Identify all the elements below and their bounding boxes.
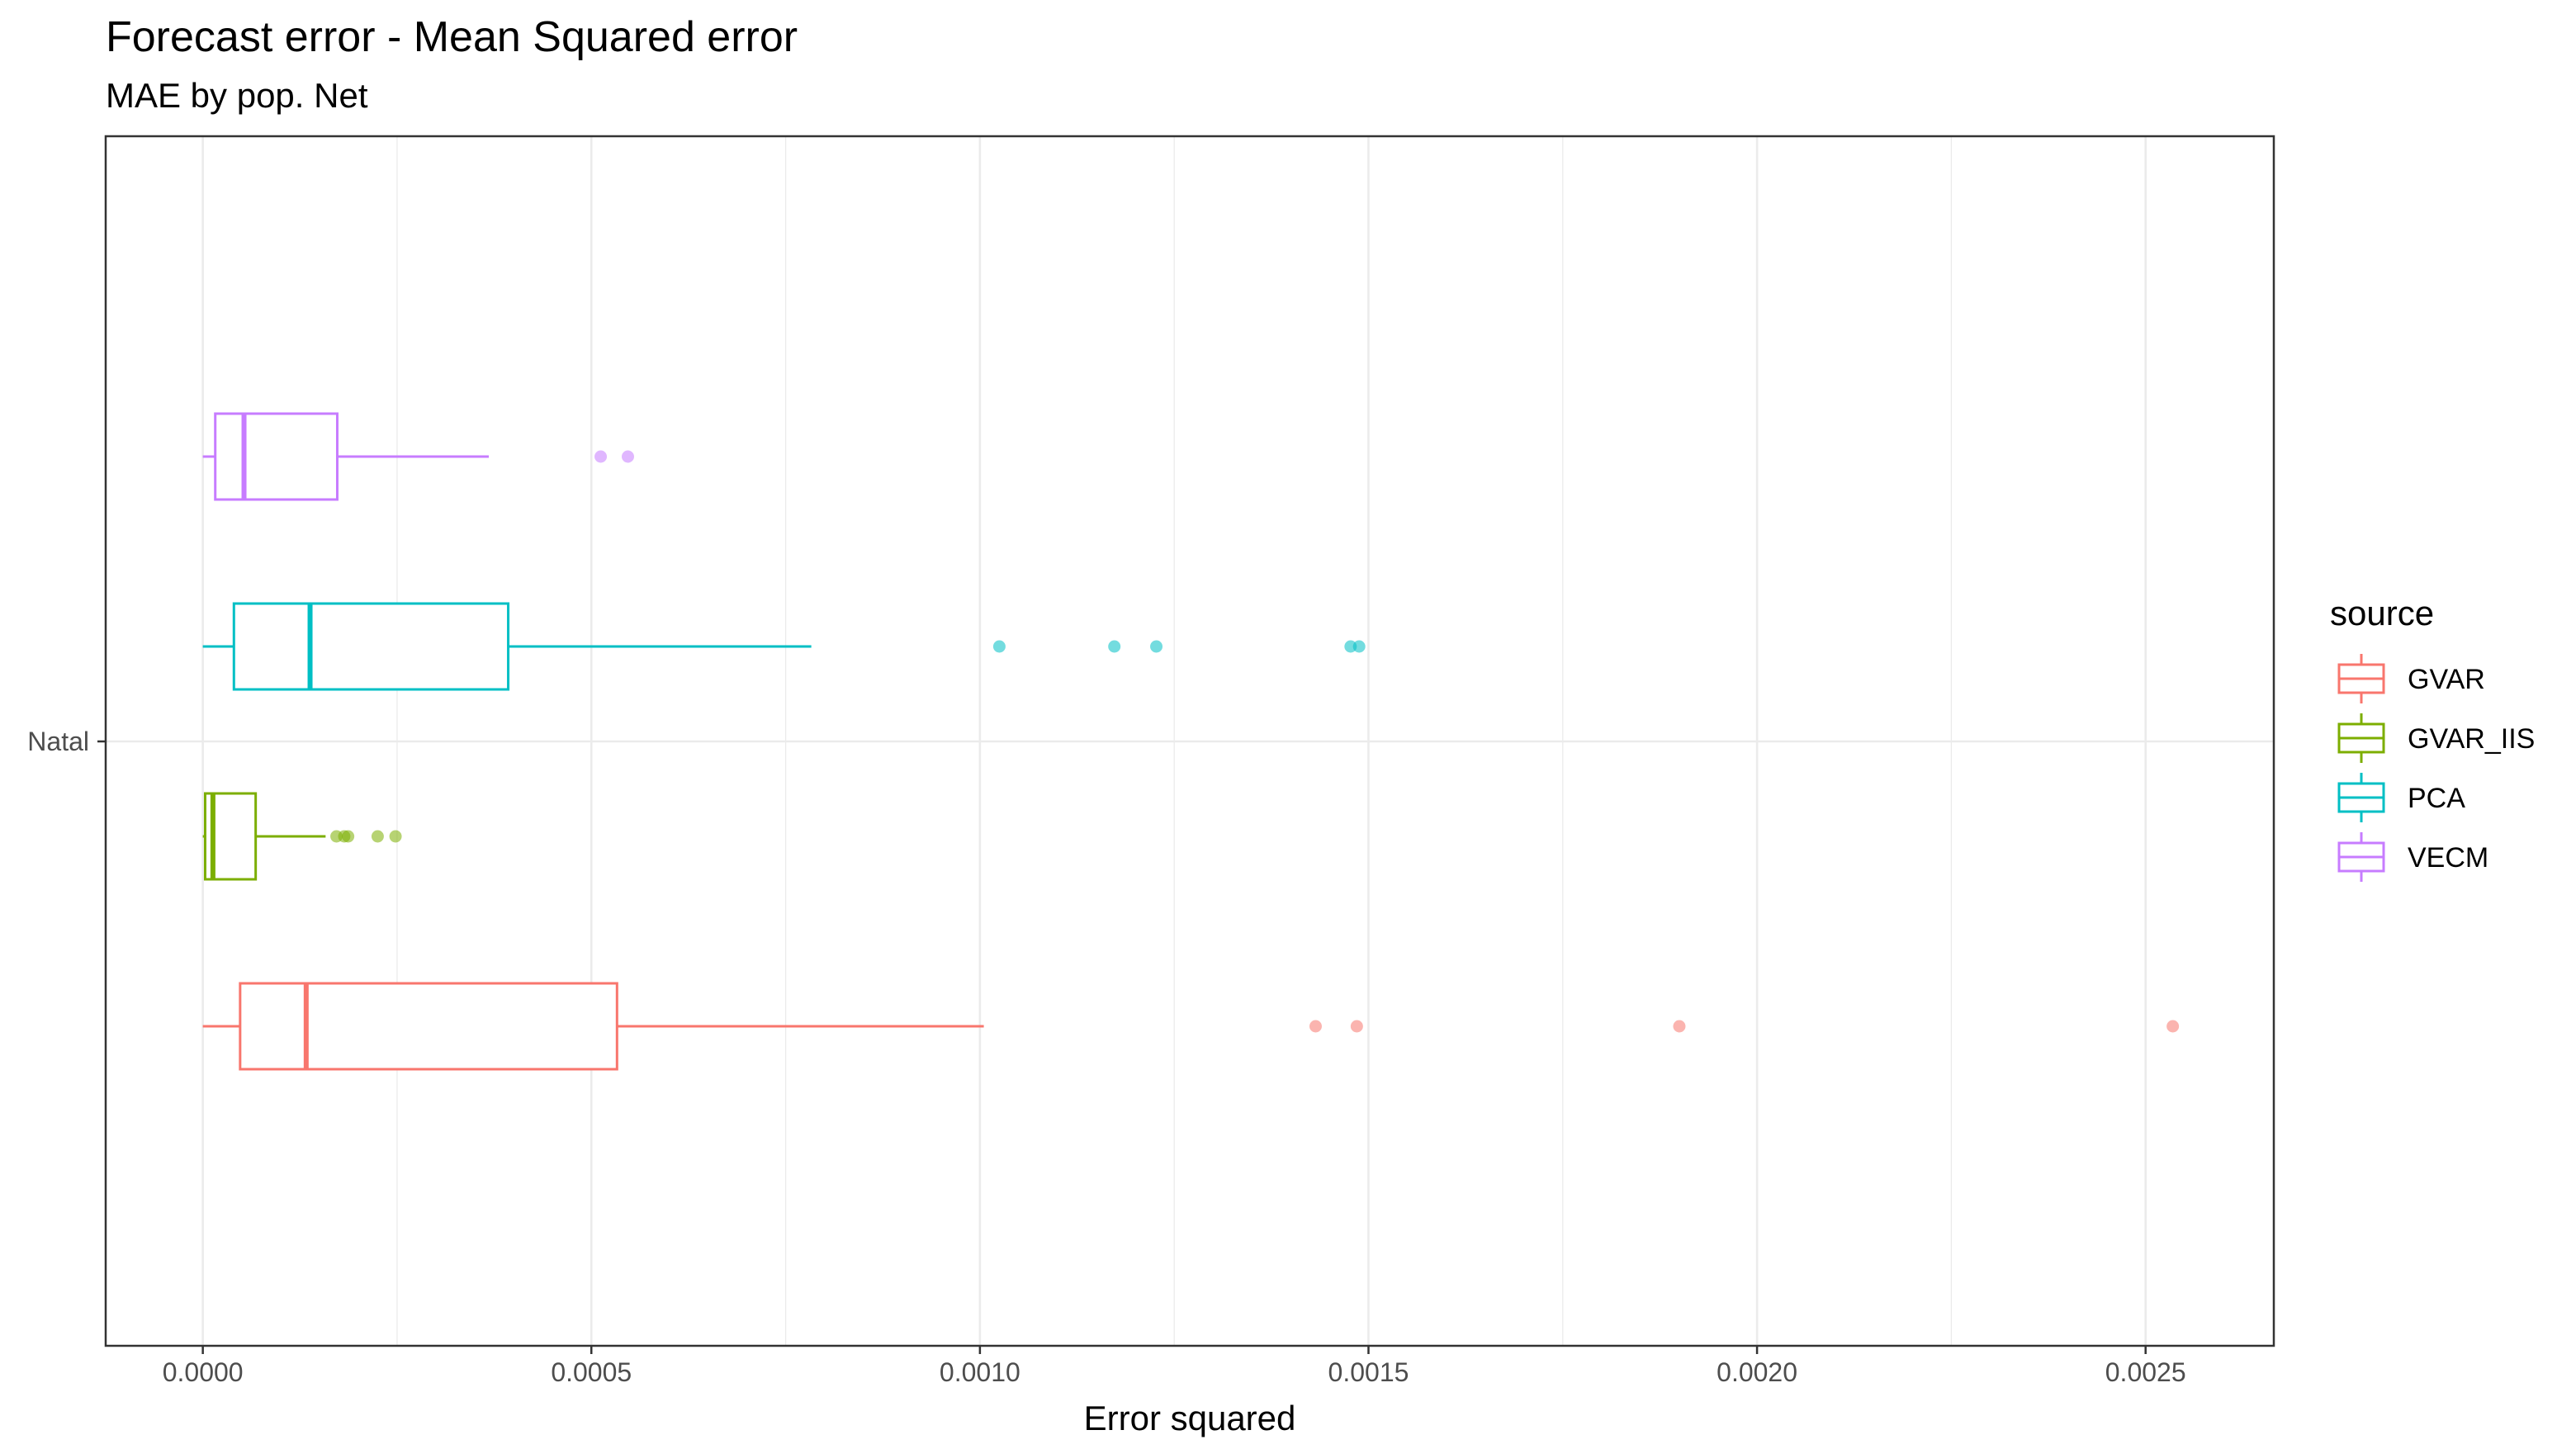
legend-label: VECM: [2408, 842, 2488, 874]
chart-title: Forecast error - Mean Squared error: [106, 13, 798, 61]
y-axis: Natal: [27, 727, 106, 756]
outlier-point: [1108, 640, 1121, 653]
legend-label: GVAR: [2408, 664, 2485, 695]
y-tick-label: Natal: [27, 727, 89, 756]
x-tick-label: 0.0015: [1328, 1357, 1409, 1387]
outlier-point: [1350, 1020, 1363, 1033]
box-iqr: [239, 982, 618, 1071]
box-gvar-iis: [202, 792, 402, 881]
box-vecm: [202, 412, 634, 501]
outlier-point: [342, 830, 355, 843]
outlier-point: [389, 830, 402, 843]
legend-item-pca: PCA: [2337, 773, 2465, 822]
outlier-point: [992, 640, 1006, 653]
outlier-point: [1352, 640, 1366, 653]
legend-item-gvar-iis: GVAR_IIS: [2337, 713, 2535, 763]
x-tick-label: 0.0010: [940, 1357, 1020, 1387]
outlier-point: [621, 450, 634, 463]
x-tick-label: 0.0005: [551, 1357, 632, 1387]
outlier-point: [1673, 1020, 1686, 1033]
box-plots: [202, 412, 2180, 1071]
x-axis-label: Error squared: [1084, 1399, 1296, 1437]
chart-subtitle: MAE by pop. Net: [106, 76, 368, 115]
legend-label: GVAR_IIS: [2408, 723, 2535, 755]
box-pca: [202, 602, 1366, 691]
outlier-point: [1344, 640, 1357, 653]
legend-label: PCA: [2408, 783, 2465, 814]
legend-title: source: [2330, 594, 2434, 632]
outlier-point: [594, 450, 608, 463]
x-axis: 0.0000 0.0005 0.0010 0.0015 0.0020 0.0025: [163, 1346, 2186, 1387]
x-tick-label: 0.0020: [1717, 1357, 1797, 1387]
box-iqr: [232, 602, 510, 691]
legend-item-vecm: VECM: [2337, 832, 2488, 882]
box-iqr: [214, 412, 339, 501]
legend-item-gvar: GVAR: [2337, 654, 2485, 703]
outlier-point: [371, 830, 384, 843]
grid-lines: [106, 136, 2274, 1346]
box-gvar: [202, 982, 2180, 1071]
legend: source GVAR GVAR_IIS PCA VECM: [2330, 594, 2535, 882]
outlier-point: [2166, 1020, 2180, 1033]
outlier-point: [1309, 1020, 1322, 1033]
outlier-point: [1150, 640, 1163, 653]
x-tick-label: 0.0025: [2105, 1357, 2186, 1387]
x-tick-label: 0.0000: [163, 1357, 244, 1387]
